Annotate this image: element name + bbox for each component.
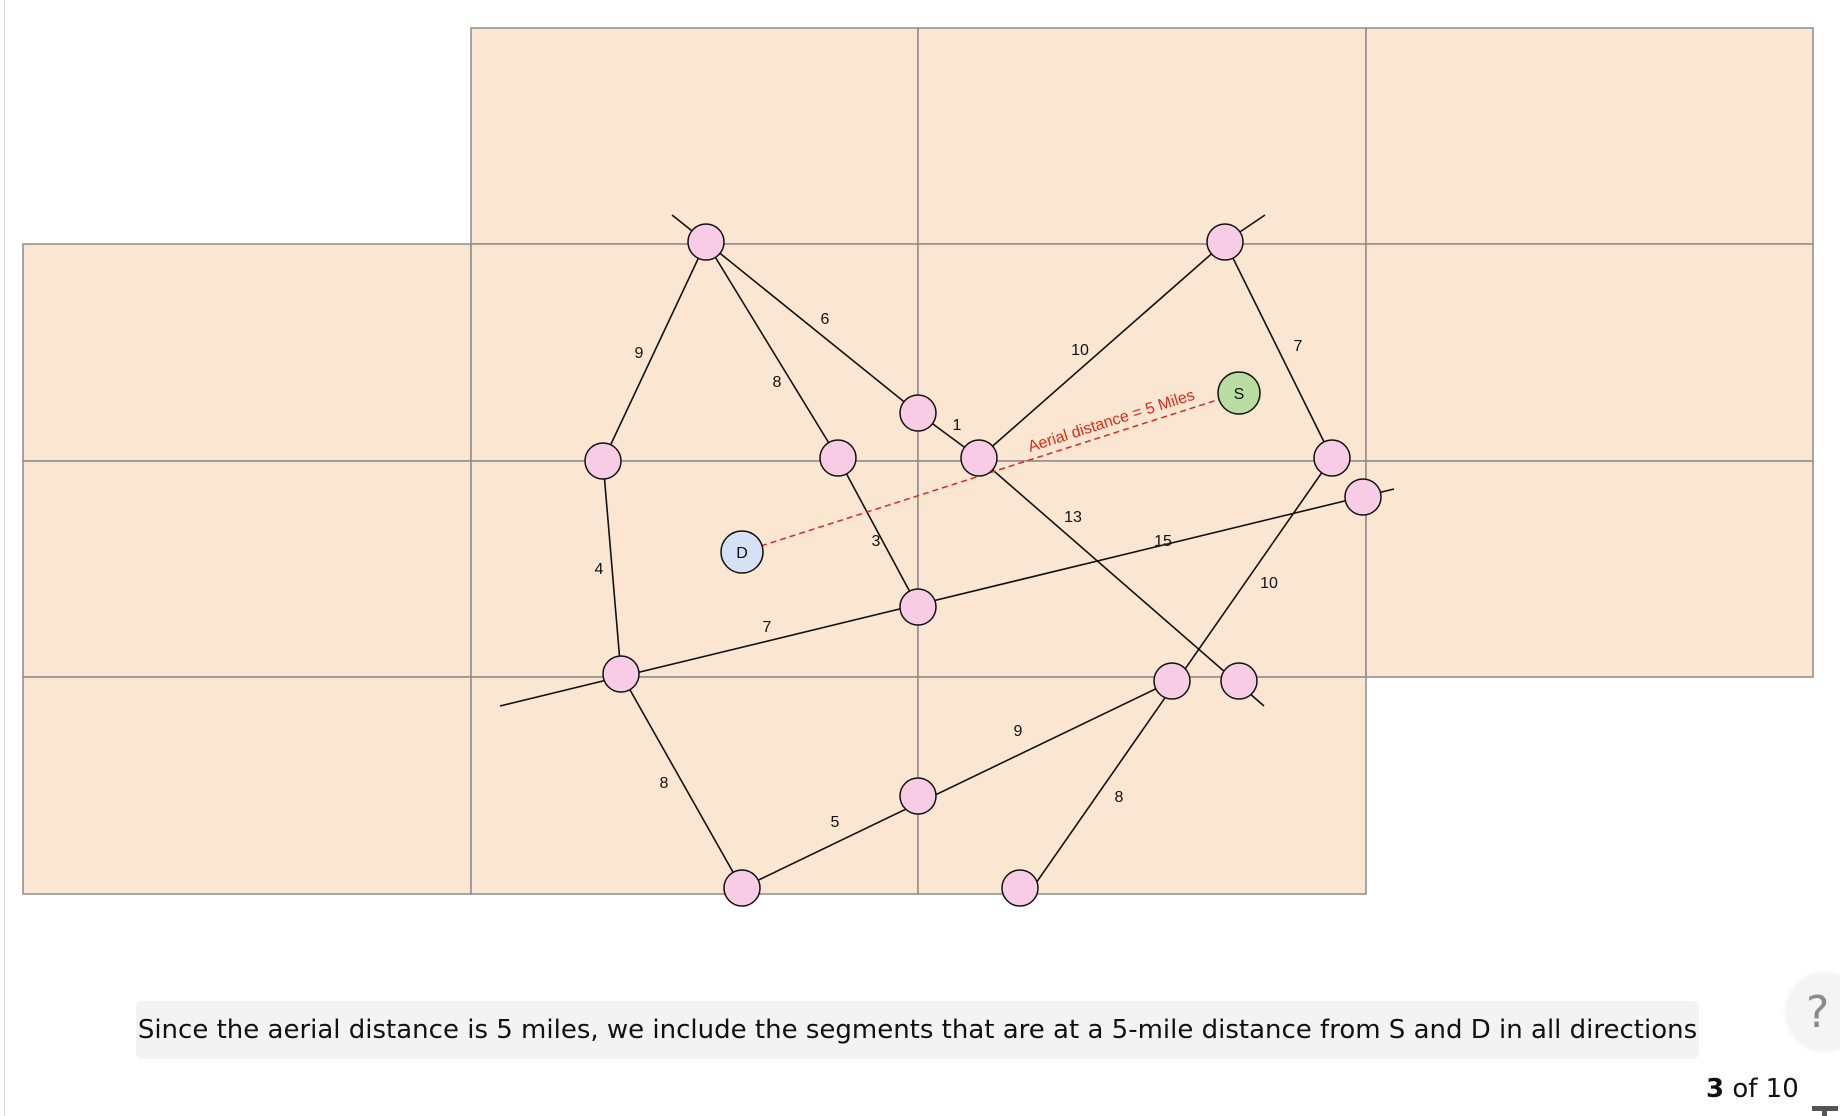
road-network-diagram: Aerial distance = 5 Miles 6 8 9 1 10 7 4… [22,27,1814,907]
intersection-node [602,655,640,693]
edge-weight-label: 4 [595,561,604,578]
road-segment [620,673,743,889]
edge-weight-label: 8 [773,374,782,391]
edge-weights: 6 8 9 1 10 7 4 3 7 13 15 10 8 5 9 8 [595,311,1303,831]
city-block [1365,243,1814,462]
city-block [1365,460,1814,678]
city-block [1365,27,1814,245]
step-caption: Since the aerial distance is 5 miles, we… [136,1001,1699,1059]
edge-weight-label: 8 [660,775,669,792]
intersection-node [1220,662,1258,700]
destination-node: D [720,530,764,574]
slide-pager: 3 of 10 [1706,1074,1799,1104]
city-block [917,676,1367,895]
road-segment [602,241,707,462]
intersection-node [819,439,857,477]
intersection-node [899,777,937,815]
intersection-node [1313,439,1351,477]
edge-weight-label: 15 [1154,533,1172,550]
city-block [470,460,919,678]
intersection-node [899,394,937,432]
edge-weight-label: 13 [1064,509,1082,526]
edge-weight-label: 10 [1071,342,1089,359]
destination-node-label: D [736,545,748,562]
edge-weight-label: 7 [763,619,772,636]
road-segment [978,241,1226,459]
edge-weight-label: 9 [1014,723,1023,740]
pager-current: 3 [1706,1074,1725,1104]
city-blocks [22,27,1814,895]
edge-weight-label: 1 [953,417,962,434]
city-block [470,27,919,245]
edge-weight-label: 6 [821,311,830,328]
road-segment [499,488,1395,707]
intersection-node [687,223,725,261]
intersection-node [584,442,622,480]
edge-weight-label: 8 [1115,789,1124,806]
road-segment [741,680,1173,889]
edge-weight-label: 7 [1294,338,1303,355]
intersection-node [1206,223,1244,261]
pager-total: of 10 [1732,1074,1799,1104]
road-segment [602,460,622,675]
road-segment [837,457,919,608]
edge-weight-label: 9 [635,345,644,362]
city-block [917,460,1367,678]
source-node-circle [1217,371,1261,415]
road-segments [499,214,1395,907]
city-block [470,243,919,462]
intersection-node [960,439,998,477]
road-segment [978,457,1265,707]
road-segment [705,241,839,459]
intersection-node [1344,478,1382,516]
city-block [917,27,1367,245]
city-block [22,676,472,895]
help-icon: ? [1806,986,1830,1038]
intersection-node [1153,662,1191,700]
edge-weight-label: 5 [831,814,840,831]
frame-border [4,0,5,1116]
intersection-node [1001,869,1039,907]
city-block [917,243,1367,462]
city-block [22,460,472,678]
bookmark-icon[interactable] [1806,1102,1840,1116]
edge-weight-label: 10 [1260,575,1278,592]
road-segment [1224,241,1333,459]
help-button[interactable]: ? [1786,974,1840,1050]
edge-weight-label: 3 [872,533,881,550]
intersection-node [899,588,937,626]
destination-node-circle [720,530,764,574]
source-node-label: S [1234,386,1245,403]
city-block [22,243,472,462]
intersection-node [723,869,761,907]
source-node: S [1217,371,1261,415]
city-block [470,676,919,895]
road-segment [705,241,919,414]
intersection-nodes [584,223,1382,907]
